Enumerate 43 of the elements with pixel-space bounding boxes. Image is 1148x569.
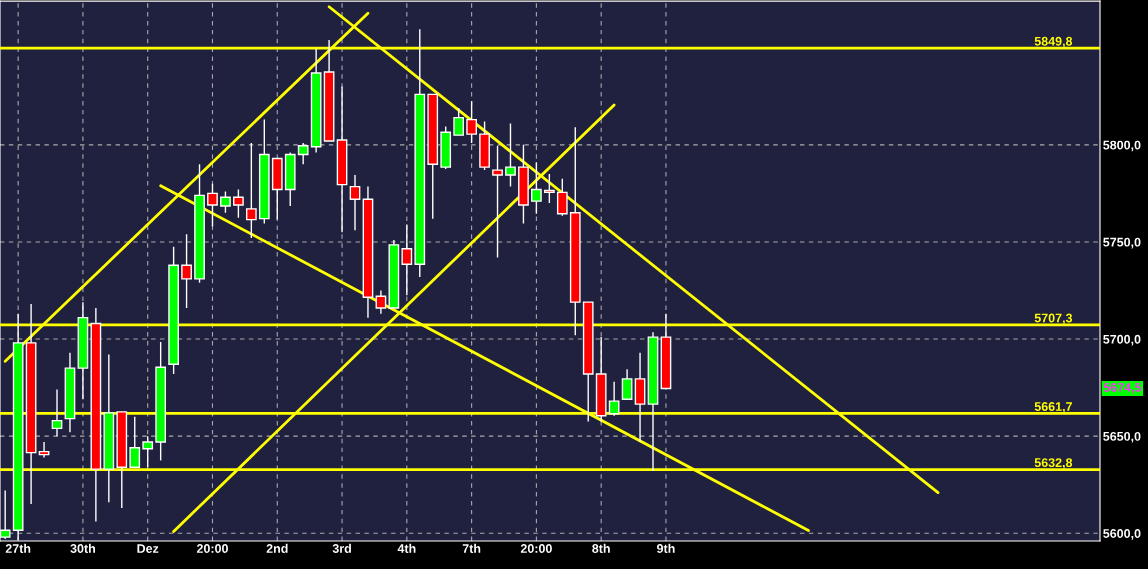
candlestick [531,161,542,215]
y-tick-label: 5700,0 [1103,334,1141,346]
candlestick [129,416,141,468]
x-tick-label: 3rd [332,543,351,553]
candlestick [401,223,413,297]
candlestick [349,174,361,231]
x-tick-label: 8th [592,543,610,553]
y-tick-label: 5750,0 [1103,237,1141,249]
candlestick [220,190,231,214]
x-tick-label: 20:00 [520,544,552,553]
text: 5674,5 [1103,383,1142,394]
ref-line-label: 5849,8 [1034,36,1073,48]
ref-line-label: 5707,3 [1034,313,1073,325]
candlestick [608,381,620,417]
ref-line-label: 5632,8 [1034,458,1073,469]
ref-line-label: 5661,7 [1034,402,1072,413]
candlestick [181,233,192,309]
candlestick [51,388,63,437]
candlestick [142,435,154,468]
candlestick [38,441,50,459]
candlestick [207,182,218,228]
candlestick [556,178,568,217]
x-tick-label: 27th [5,543,31,553]
x-tick-label: 2nd [266,543,288,553]
candlestick [505,122,516,188]
x-tick-label: 7th [462,543,481,553]
candlestick [453,107,465,136]
candlestick [466,100,477,144]
candlestick [375,289,387,315]
candlestick [543,173,555,204]
candlestick [245,142,257,239]
candlestick [492,145,503,259]
x-tick-label: 20:00 [196,544,228,553]
x-tick-label: 9th [657,543,675,553]
y-tick-label: 5800,0 [1103,140,1141,152]
x-tick-label: 4th [397,543,416,553]
x-tick-label: Dez [137,544,159,553]
x-tick-label: 30th [70,543,95,553]
candlestick [621,368,633,400]
candlestick [297,142,309,165]
y-tick-label: 5650,0 [1103,431,1141,443]
y-tick-label: 5600,0 [1103,529,1141,540]
candlestick [233,188,244,219]
